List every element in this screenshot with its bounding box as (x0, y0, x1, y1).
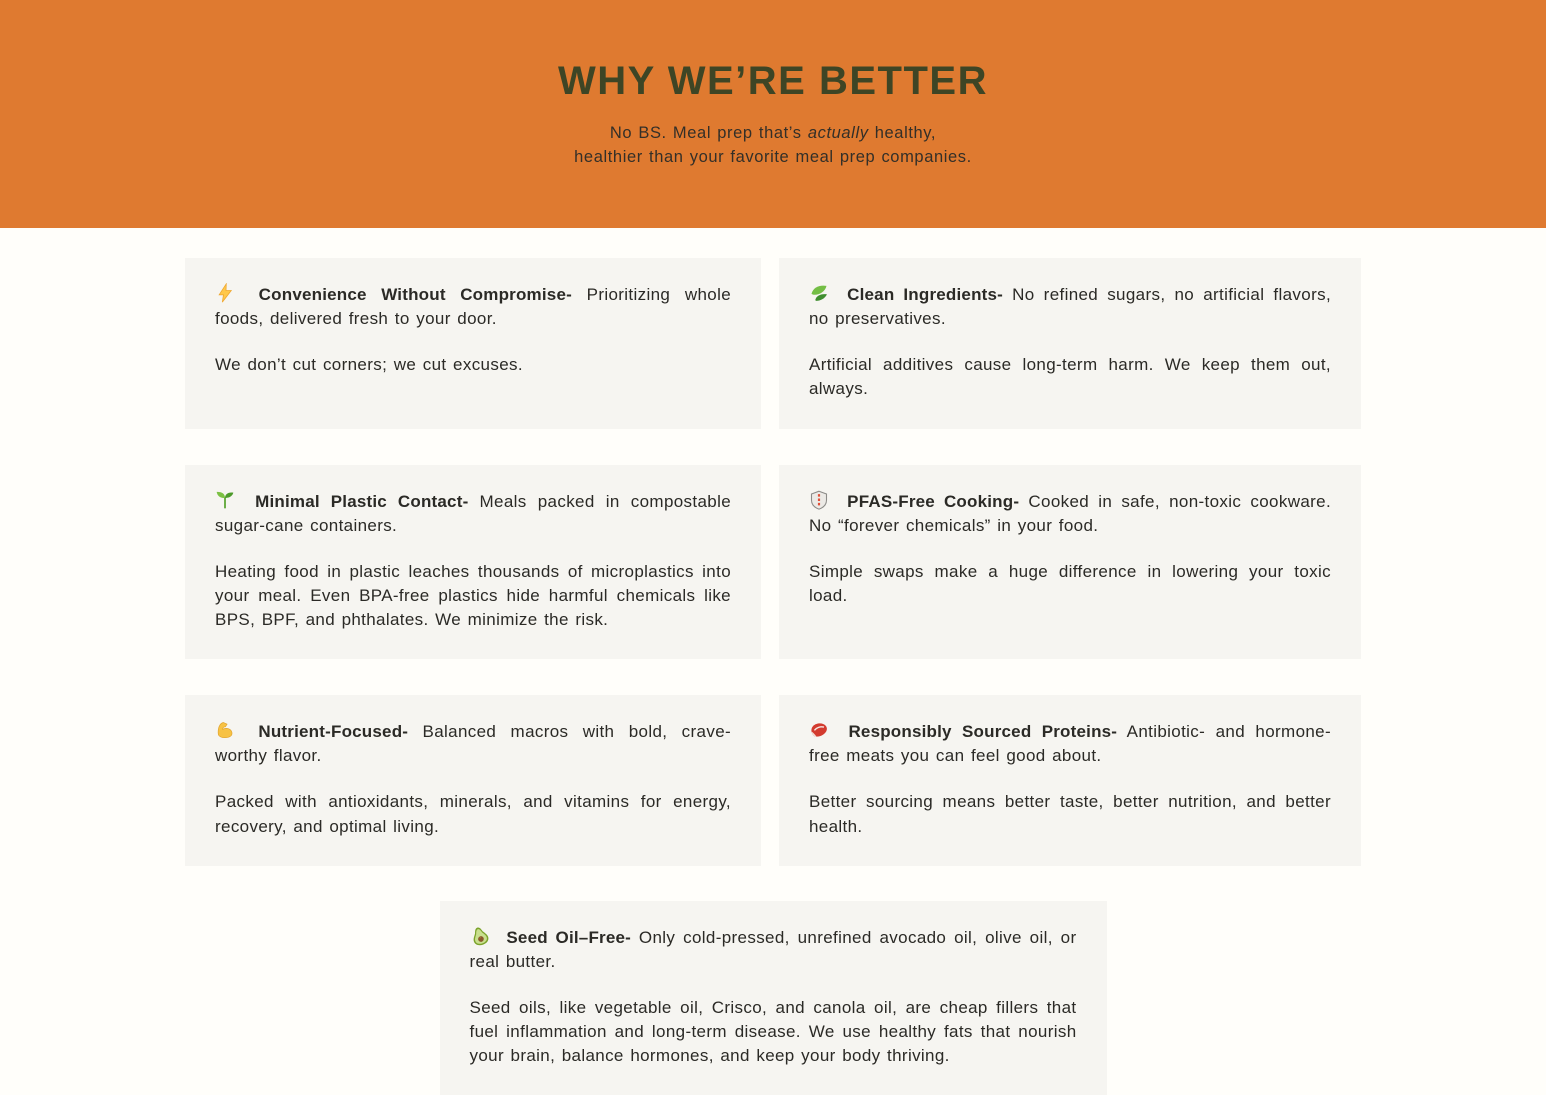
card-lead-text: No refined sugars, no artificial flavors… (809, 285, 1332, 329)
card-lead: Convenience Without Compromise- Prioriti… (215, 283, 731, 331)
card-lead: Responsibly Sourced Proteins- Antibiotic… (809, 720, 1331, 768)
feature-card-responsibly-sourced-proteins: Responsibly Sourced Proteins- Antibiotic… (779, 695, 1361, 866)
banner-subtitle: No BS. Meal prep that’s actually healthy… (574, 122, 972, 168)
subtitle-italic-word: actually (807, 124, 869, 143)
card-body: Simple swaps make a huge difference in l… (809, 561, 1331, 605)
card-title: Clean Ingredients- (847, 285, 1004, 304)
avocado-icon (470, 926, 490, 946)
card-lead-text: Only cold-pressed, unrefined avocado oil… (469, 927, 1077, 971)
lightning-bolt-icon (215, 283, 235, 303)
card-lead: Seed Oil–Free- Only cold-pressed, unrefi… (470, 926, 1077, 974)
shield-icon (809, 490, 829, 510)
card-body: We don’t cut corners; we cut excuses. (215, 355, 523, 375)
feature-card-seed-oil-free: Seed Oil–Free- Only cold-pressed, unrefi… (439, 900, 1107, 1095)
card-body: Better sourcing means better taste, bett… (809, 792, 1331, 836)
subtitle-line1-post: healthy, (868, 124, 937, 143)
card-lead-text: Meals packed in compostable sugar-cane c… (215, 491, 732, 535)
feature-card-grid: Convenience Without Compromise- Prioriti… (185, 258, 1361, 866)
card-body: Heating food in plastic leaches thousand… (215, 561, 731, 629)
flexed-biceps-icon (215, 720, 235, 740)
card-lead: Clean Ingredients- No refined sugars, no… (809, 283, 1331, 331)
card-title: Nutrient-Focused- (258, 722, 409, 742)
card-body: Artificial additives cause long-term har… (809, 355, 1331, 399)
hero-banner: WHY WE’RE BETTER No BS. Meal prep that’s… (0, 0, 1546, 228)
card-body: Packed with antioxidants, minerals, and … (215, 792, 731, 836)
feature-card-nutrient-focused: Nutrient-Focused- Balanced macros with b… (185, 695, 761, 866)
seedling-icon (215, 490, 235, 510)
leaves-icon (809, 283, 829, 303)
feature-card-clean-ingredients: Clean Ingredients- No refined sugars, no… (779, 258, 1361, 429)
cut-of-meat-icon (809, 720, 829, 740)
subtitle-line1-pre: No BS. Meal prep that’s (609, 124, 808, 143)
feature-card-convenience: Convenience Without Compromise- Prioriti… (185, 258, 761, 429)
card-lead: Nutrient-Focused- Balanced macros with b… (215, 720, 731, 768)
feature-card-pfas-free: PFAS-Free Cooking- Cooked in safe, non-t… (779, 464, 1361, 660)
card-lead-text: Balanced macros with bold, crave-worthy … (215, 722, 732, 766)
card-title: Responsibly Sourced Proteins- (848, 722, 1118, 742)
card-title: Seed Oil–Free- (506, 927, 632, 947)
feature-card-minimal-plastic: Minimal Plastic Contact- Meals packed in… (185, 464, 761, 660)
page-title: WHY WE’RE BETTER (558, 59, 988, 104)
card-lead-text: Antibiotic- and hormone-free meats you c… (809, 722, 1331, 766)
card-lead: Minimal Plastic Contact- Meals packed in… (215, 490, 731, 538)
card-lead: PFAS-Free Cooking- Cooked in safe, non-t… (809, 490, 1331, 538)
card-lead-text: Cooked in safe, non-toxic cookware. No “… (809, 491, 1332, 535)
card-body: Seed oils, like vegetable oil, Crisco, a… (469, 997, 1077, 1066)
card-title: PFAS-Free Cooking- (847, 491, 1020, 511)
card-title: Convenience Without Compromise- (258, 285, 572, 304)
subtitle-line2: healthier than your favorite meal prep c… (574, 147, 972, 166)
card-title: Minimal Plastic Contact- (255, 491, 469, 511)
card-lead-text: Prioritizing whole foods, delivered fres… (215, 285, 732, 329)
